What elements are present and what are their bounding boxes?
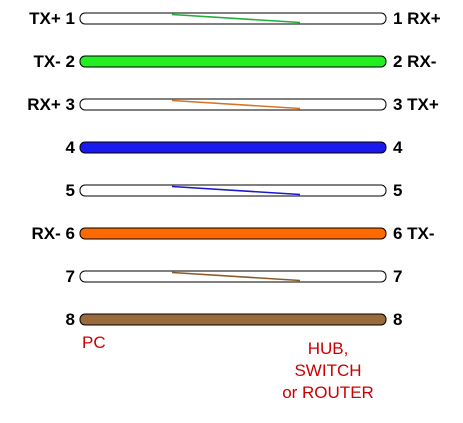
pin-5-right-label: 5 — [393, 180, 403, 200]
device-hub-line-2: SWITCH — [294, 361, 362, 380]
pin-3-right-label: 3 TX+ — [393, 94, 439, 114]
pin-6-right-label: 6 TX- — [393, 223, 435, 243]
pin-8-left-label: 8 — [65, 309, 75, 329]
wire-stripe-pin-3 — [171, 99, 301, 110]
pin-2-left-label: TX- 2 — [33, 51, 75, 71]
pin-4-left-label: 4 — [65, 137, 75, 157]
wire-stripe-pin-5 — [171, 185, 301, 196]
device-pc-label: PC — [82, 333, 106, 352]
pin-7-right-label: 7 — [393, 266, 403, 286]
wire-pin-4 — [79, 141, 387, 154]
wire-pin-6 — [79, 227, 387, 240]
pin-8-right-label: 8 — [393, 309, 403, 329]
pin-1-right-label: 1 RX+ — [393, 8, 441, 28]
device-hub-line-3: or ROUTER — [282, 383, 374, 402]
device-hub-label: HUB, SWITCH or ROUTER — [258, 338, 398, 404]
wire-stripe-pin-1 — [171, 13, 301, 24]
pin-2-right-label: 2 RX- — [393, 51, 437, 71]
pin-7-left-label: 7 — [65, 266, 75, 286]
wire-stripe-pin-7 — [171, 271, 301, 282]
wire-pin-2 — [79, 55, 387, 68]
pin-3-left-label: RX+ 3 — [27, 94, 75, 114]
pin-4-right-label: 4 — [393, 137, 403, 157]
wire-pin-8 — [79, 313, 387, 326]
pin-6-left-label: RX- 6 — [31, 223, 75, 243]
pin-1-left-label: TX+ 1 — [29, 8, 75, 28]
pin-5-left-label: 5 — [65, 180, 75, 200]
device-hub-line-1: HUB, — [307, 339, 349, 358]
